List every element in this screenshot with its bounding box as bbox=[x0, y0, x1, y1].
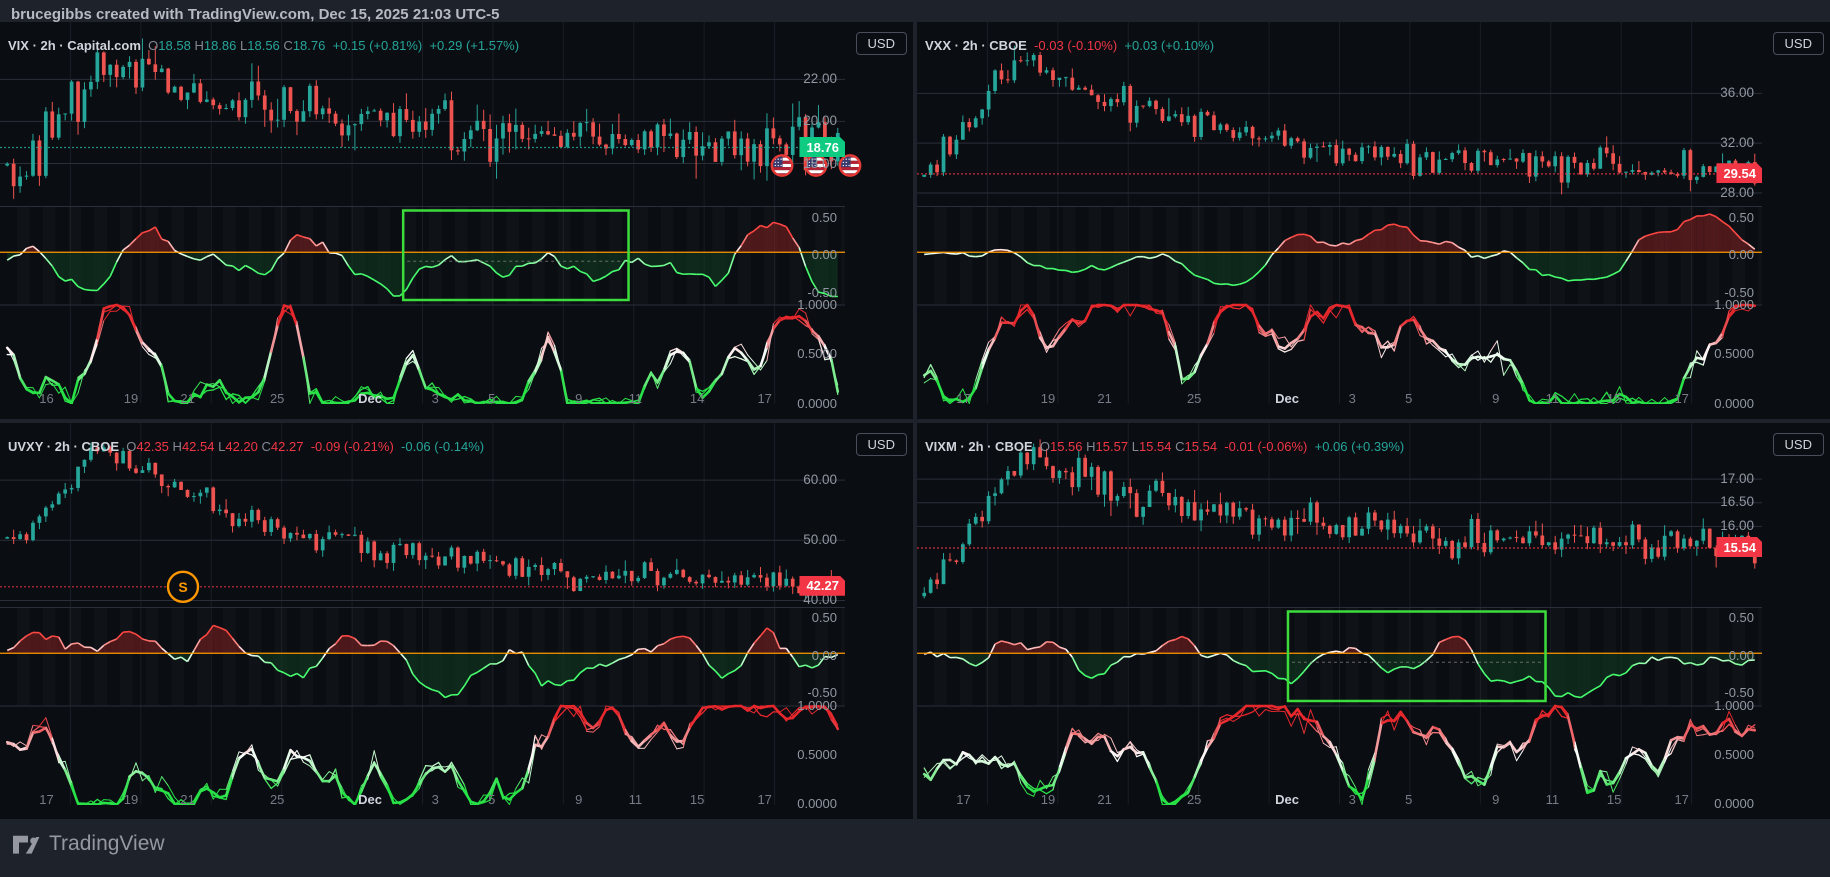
svg-text:S: S bbox=[178, 578, 187, 594]
